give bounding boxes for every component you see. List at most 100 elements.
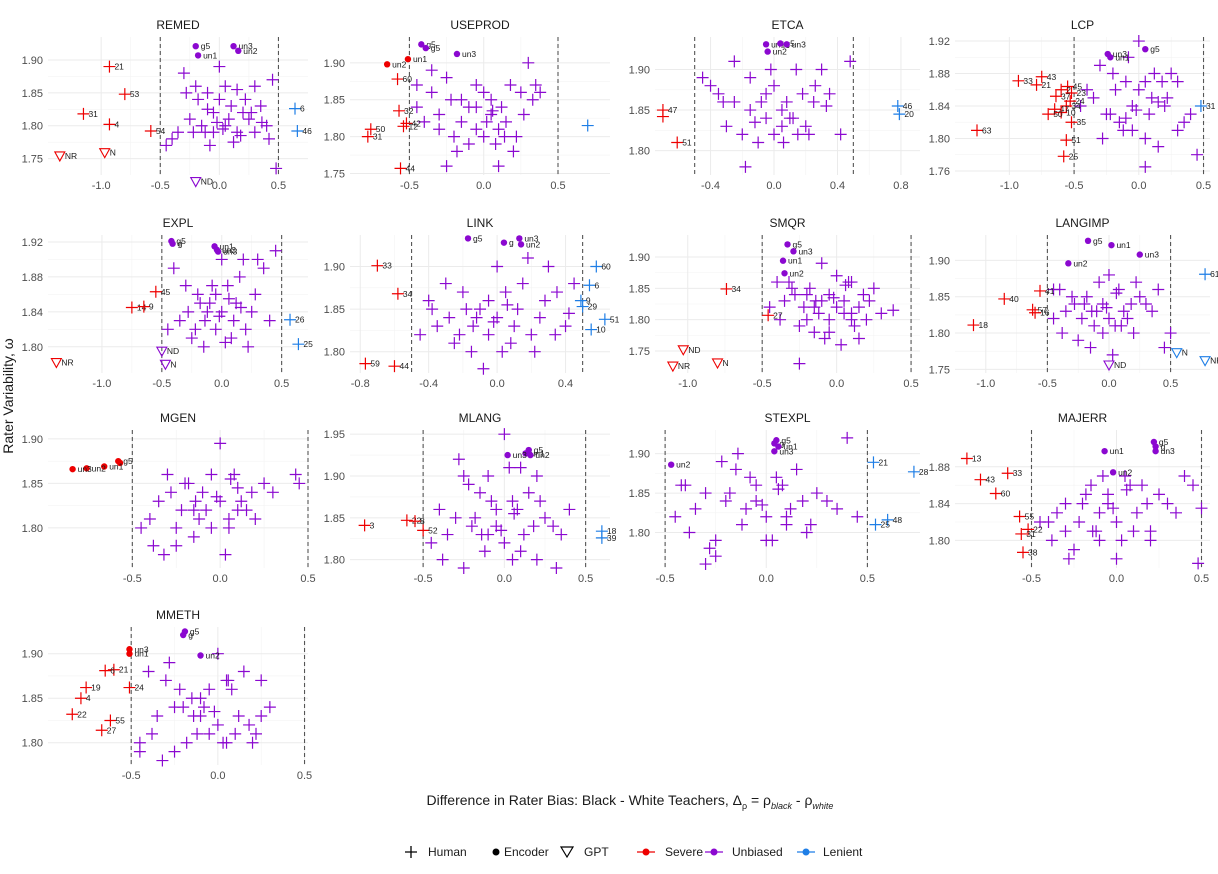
data-point-plus: [971, 124, 984, 137]
point-label: g5: [793, 239, 803, 249]
data-point-plus: [960, 452, 973, 465]
data-point-plus: [793, 319, 806, 332]
data-point-plus: [1136, 479, 1148, 492]
data-point-plus: [1144, 525, 1157, 538]
y-tick-label: 1.80: [629, 315, 650, 327]
data-point-plus: [198, 314, 211, 327]
data-point-plus: [196, 486, 209, 499]
data-point-plus: [187, 530, 200, 543]
point-label: un1: [783, 442, 797, 452]
data-point-plus: [818, 332, 831, 345]
data-point-plus: [164, 486, 177, 499]
data-point-plus: [1066, 290, 1079, 303]
data-point-plus: [433, 123, 446, 136]
point-label: 22: [1033, 524, 1043, 534]
panel-title: SMQR: [770, 216, 806, 230]
data-point-plus: [736, 128, 749, 141]
data-point-plus: [161, 468, 174, 481]
data-point-plus: [699, 487, 712, 500]
point-label: 44: [399, 361, 409, 371]
point-label: 21: [114, 62, 124, 72]
data-point-plus: [559, 320, 572, 333]
data-point-dot: [522, 450, 529, 457]
data-point-plus: [501, 298, 514, 311]
data-point-plus: [1093, 506, 1106, 519]
data-point-plus: [166, 132, 179, 145]
data-point-plus: [1148, 67, 1161, 80]
data-point-plus: [358, 519, 371, 532]
point-label: 35: [1076, 117, 1086, 127]
legend-triangle-marker: [559, 846, 575, 859]
point-label: N: [170, 359, 176, 369]
data-point-plus: [1062, 552, 1075, 565]
data-point-plus: [433, 503, 446, 516]
data-point-plus: [514, 86, 527, 99]
data-point-plus: [180, 736, 193, 749]
x-tick-label: 0.0: [212, 180, 227, 192]
point-label: 16: [1040, 308, 1050, 318]
data-point-plus: [656, 110, 669, 123]
data-point-plus: [851, 510, 864, 523]
data-point-plus: [835, 338, 848, 351]
data-point-plus: [195, 119, 208, 132]
x-tick-label: 0.5: [297, 770, 312, 782]
point-label: 24: [134, 683, 144, 693]
data-point-plus: [760, 112, 773, 125]
data-point-plus: [517, 528, 530, 541]
data-point-plus: [457, 470, 470, 482]
data-point-plus: [735, 518, 748, 531]
data-point-plus: [66, 708, 79, 721]
data-point-plus: [907, 465, 920, 478]
point-label: 44: [406, 163, 416, 173]
data-point-plus: [839, 279, 852, 292]
data-point-dot: [1152, 447, 1159, 455]
data-point-plus: [893, 108, 906, 121]
data-point-plus: [255, 674, 268, 687]
legend-item-unbiased: Unbiased: [705, 845, 783, 859]
y-axis-title: Rater Variability, ω: [0, 338, 16, 454]
data-point-dot: [169, 240, 176, 247]
data-point-plus: [744, 471, 757, 484]
data-point-plus: [187, 126, 200, 139]
data-point-dot: [1107, 54, 1114, 61]
data-point-plus: [103, 60, 116, 73]
point-label: 19: [91, 683, 101, 693]
data-point-plus: [703, 542, 716, 555]
data-point-plus: [394, 162, 407, 175]
point-label: g5: [426, 39, 436, 49]
y-tick-label: 1.84: [22, 307, 43, 319]
data-point-plus: [477, 130, 490, 143]
y-tick-label: 1.90: [929, 255, 950, 267]
data-point-plus: [263, 701, 276, 714]
data-point-plus: [521, 252, 534, 264]
x-tick-label: 0.5: [1194, 573, 1209, 585]
data-point-dot: [230, 43, 237, 50]
data-point-plus: [1017, 546, 1029, 559]
point-label: 47: [668, 105, 678, 115]
data-point-plus: [1141, 497, 1154, 510]
data-point-plus: [371, 259, 384, 272]
x-tick-label: 0.0: [1109, 573, 1124, 585]
panel-title: MGEN: [160, 411, 196, 425]
point-label: 45: [1073, 82, 1083, 92]
data-point-plus: [400, 514, 413, 527]
data-point-plus: [820, 100, 833, 112]
data-point-plus: [1060, 134, 1073, 147]
data-point-plus: [477, 362, 490, 375]
point-label: un3: [1113, 49, 1127, 59]
data-point-plus: [257, 262, 270, 275]
data-point-plus: [720, 120, 733, 133]
data-point-plus: [770, 471, 783, 484]
data-point-plus: [201, 305, 214, 318]
data-point-plus: [227, 136, 240, 149]
data-point-triangle: [1170, 348, 1183, 359]
point-label: 20: [904, 109, 914, 119]
data-point-plus: [1187, 479, 1199, 492]
point-label: 10: [1066, 107, 1076, 117]
data-point-dot: [783, 41, 790, 48]
panel-link: LINK -0.8 -0.4 0.0 0.4 1.80 1.85 1.90 g5 un3 g un2 3…: [324, 216, 620, 390]
data-point-plus: [1139, 160, 1152, 173]
data-point-dot: [235, 47, 242, 54]
